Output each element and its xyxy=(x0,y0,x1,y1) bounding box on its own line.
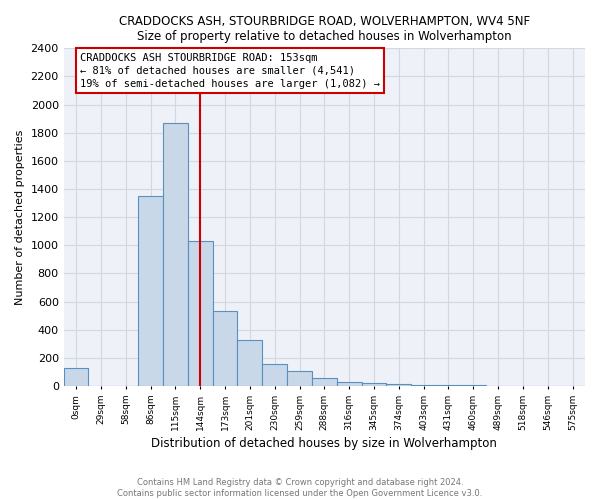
Bar xyxy=(312,378,337,386)
X-axis label: Distribution of detached houses by size in Wolverhampton: Distribution of detached houses by size … xyxy=(151,437,497,450)
Bar xyxy=(64,368,88,386)
Bar xyxy=(188,241,212,386)
Bar xyxy=(411,384,436,386)
Bar xyxy=(238,340,262,386)
Bar xyxy=(138,196,163,386)
Bar xyxy=(362,383,386,386)
Bar xyxy=(163,123,188,386)
Text: Contains HM Land Registry data © Crown copyright and database right 2024.
Contai: Contains HM Land Registry data © Crown c… xyxy=(118,478,482,498)
Bar xyxy=(337,382,362,386)
Text: CRADDOCKS ASH STOURBRIDGE ROAD: 153sqm
← 81% of detached houses are smaller (4,5: CRADDOCKS ASH STOURBRIDGE ROAD: 153sqm ←… xyxy=(80,52,380,89)
Bar xyxy=(262,364,287,386)
Bar xyxy=(212,312,238,386)
Y-axis label: Number of detached properties: Number of detached properties xyxy=(15,130,25,305)
Title: CRADDOCKS ASH, STOURBRIDGE ROAD, WOLVERHAMPTON, WV4 5NF
Size of property relativ: CRADDOCKS ASH, STOURBRIDGE ROAD, WOLVERH… xyxy=(119,15,530,43)
Bar xyxy=(386,384,411,386)
Bar xyxy=(287,372,312,386)
